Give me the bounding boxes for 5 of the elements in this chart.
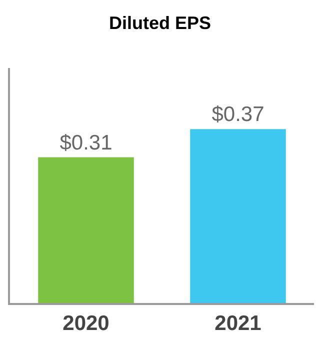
chart-title: Diluted EPS bbox=[108, 12, 212, 33]
data-label: $0.37 bbox=[212, 103, 264, 126]
x-tick-label: 2021 bbox=[214, 312, 262, 336]
data-label: $0.31 bbox=[60, 131, 112, 154]
x-tick-label: 2020 bbox=[62, 312, 110, 336]
